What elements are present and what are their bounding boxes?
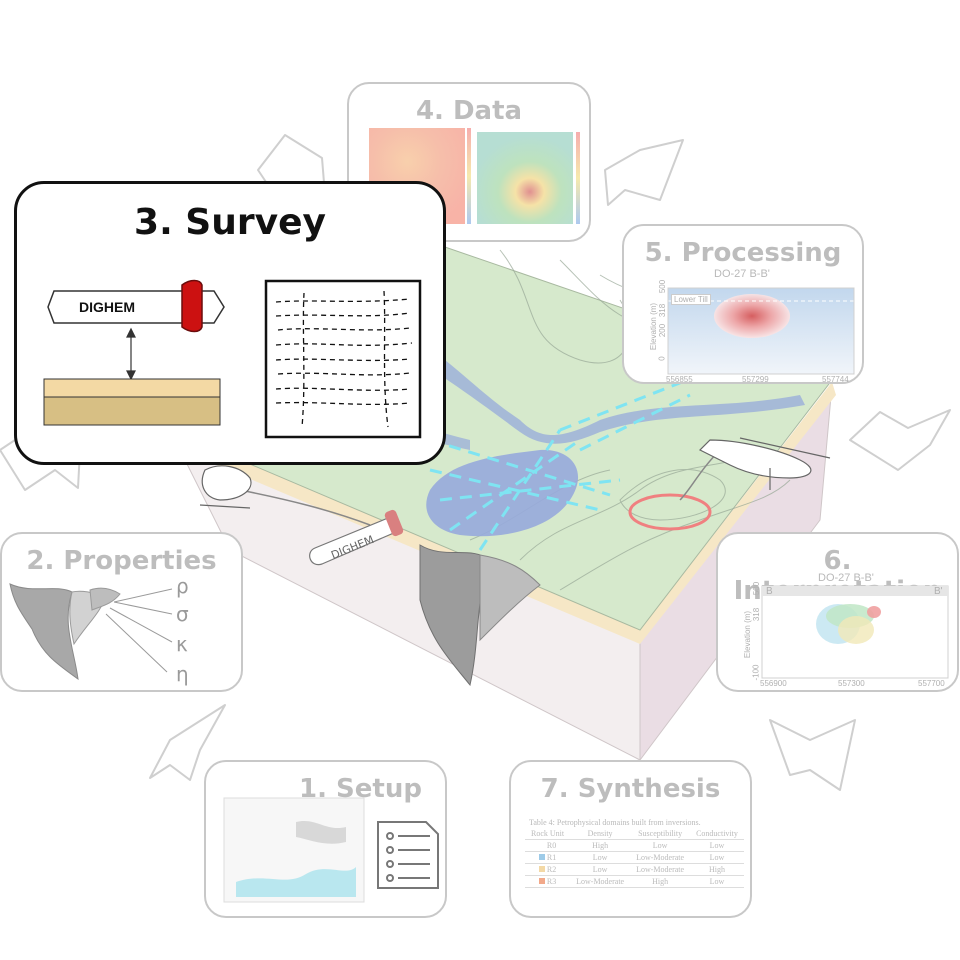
synthesis-header-cell: Density: [570, 828, 631, 840]
rock-unit-swatch: [538, 842, 545, 848]
survey-height-arrow: [126, 327, 136, 381]
data-map-2: [477, 132, 573, 224]
helicopter-left: [199, 465, 252, 509]
processing-ytick-2: 200: [658, 323, 668, 338]
data-map-1-colorbar: [467, 128, 471, 224]
interpretation-ytick-0: 500: [752, 581, 762, 596]
property-symbol-chargeability: η: [176, 662, 189, 686]
synthesis-header-cell: Susceptibility: [630, 828, 691, 840]
interp-body-red: [867, 606, 881, 618]
processing-subtitle: DO-27 B-B': [714, 268, 770, 280]
arrow-5-to-6: [849, 409, 951, 471]
processing-ytick-1: 318: [658, 303, 668, 318]
table-cell: High: [630, 875, 691, 888]
synthesis-header-row: Rock Unit Density Susceptibility Conduct…: [525, 828, 744, 840]
panel-properties[interactable]: 2. Properties ρ σ κ η: [0, 532, 243, 692]
towed-bird: [309, 509, 404, 566]
interpretation-section: [761, 585, 949, 679]
synthesis-caption: Table 4: Petrophysical domains built fro…: [529, 818, 701, 827]
tow-cable-left: [239, 489, 371, 526]
arrow-1-to-2: [149, 704, 226, 781]
table-cell: Low-Moderate: [630, 863, 691, 876]
panel-setup[interactable]: 1. Setup: [204, 760, 447, 918]
outcrop-dark: [419, 544, 491, 687]
survey-flightline-map: [264, 279, 422, 439]
table-cell: Low: [630, 839, 691, 852]
survey-bird-tip: [181, 279, 203, 333]
table-cell: High: [570, 839, 631, 852]
interpretation-xtick-0: 556900: [760, 679, 787, 688]
interpretation-xtick-1: 557300: [838, 679, 865, 688]
survey-ground-bottom: [43, 396, 221, 426]
interpretation-left-marker: B: [766, 586, 773, 597]
panel-interpretation[interactable]: 6. Interpretation DO-27 B-B' B B' Elevat…: [716, 532, 959, 692]
processing-annotation: Lower Till: [671, 294, 711, 305]
interpretation-xtick-2: 557700: [918, 679, 945, 688]
interpretation-ylabel: Elevation (m): [743, 610, 753, 659]
rock-unit-swatch: [538, 854, 545, 860]
panel-data-title: 4. Data: [415, 96, 523, 126]
table-row: R2 Low Low-Moderate High: [525, 863, 744, 876]
interp-body-yellow: [838, 616, 874, 644]
panel-survey-title: 3. Survey: [134, 202, 326, 243]
processing-xtick-0: 556855: [666, 375, 693, 384]
processing-ytick-3: 0: [657, 356, 667, 361]
interpretation-right-marker: B': [934, 586, 943, 597]
table-row: R3 Low-Moderate High Low: [525, 875, 744, 888]
table-cell: R2: [525, 863, 571, 876]
synthesis-table: Rock Unit Density Susceptibility Conduct…: [525, 828, 744, 888]
em-loop-ring: [628, 493, 712, 531]
table-cell: R3: [525, 875, 571, 888]
table-cell: Low: [690, 851, 744, 864]
property-symbol-conductivity: σ: [176, 602, 189, 626]
table-cell: Low-Moderate: [570, 875, 631, 888]
arrow-4-to-5: [604, 139, 684, 206]
table-cell: Low: [570, 851, 631, 864]
table-cell: R1: [525, 851, 571, 864]
panel-synthesis[interactable]: 7. Synthesis Table 4: Petrophysical doma…: [509, 760, 752, 918]
panel-processing[interactable]: 5. Processing DO-27 B-B' Lower Till Elev…: [622, 224, 864, 384]
setup-graphics: [223, 797, 439, 903]
table-cell: R0: [525, 839, 571, 852]
interpretation-subtitle: DO-27 B-B': [818, 572, 874, 584]
panel-survey[interactable]: 3. Survey DIGHEM: [14, 181, 446, 465]
panel-properties-title: 2. Properties: [26, 546, 217, 576]
survey-ground-top: [43, 378, 221, 398]
table-row: R1 Low Low-Moderate Low: [525, 851, 744, 864]
property-symbol-susceptibility: κ: [176, 632, 188, 656]
data-map-2-colorbar: [576, 132, 580, 224]
arrow-6-to-7: [769, 719, 856, 791]
synthesis-header-cell: Rock Unit: [525, 828, 571, 840]
document-list-icon: [377, 821, 439, 889]
rock-unit-swatch: [538, 866, 545, 872]
table-cell: Low-Moderate: [630, 851, 691, 864]
survey-graphics: [43, 279, 422, 439]
processing-xtick-1: 557299: [742, 375, 769, 384]
properties-rocks: [9, 583, 173, 681]
interpretation-ytick-1: 318: [752, 607, 762, 622]
rock-unit-swatch: [538, 878, 545, 884]
table-cell: Low: [570, 863, 631, 876]
processing-xtick-2: 557744: [822, 375, 849, 384]
survey-bird: [47, 290, 225, 324]
survey-flight-lines: [275, 290, 413, 428]
panel-synthesis-title: 7. Synthesis: [540, 774, 721, 804]
synthesis-header-cell: Conductivity: [690, 828, 744, 840]
panel-processing-title: 5. Processing: [644, 238, 842, 268]
outcrop-light: [479, 554, 541, 642]
table-row: R0 High Low Low: [525, 839, 744, 852]
processing-anomaly: [714, 294, 790, 338]
helicopter-right: [698, 437, 831, 490]
table-cell: High: [690, 863, 744, 876]
table-cell: Low: [690, 839, 744, 852]
survey-instrument-label: DIGHEM: [79, 299, 135, 315]
processing-ytick-0: 500: [658, 279, 668, 294]
table-cell: Low: [690, 875, 744, 888]
processing-ylabel: Elevation (m): [649, 302, 659, 351]
flight-lines: [429, 373, 701, 551]
property-symbol-density: ρ: [176, 574, 189, 598]
